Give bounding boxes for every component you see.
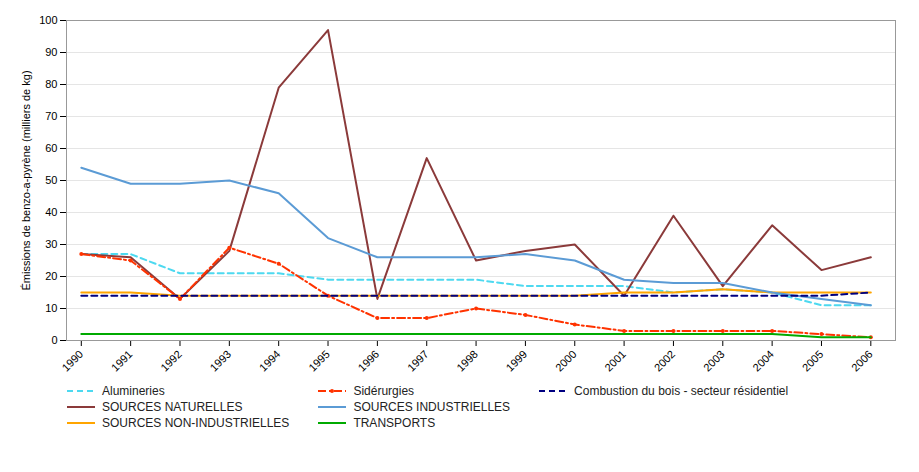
svg-text:2000: 2000 [553,348,579,374]
svg-text:1997: 1997 [405,348,431,374]
svg-text:70: 70 [45,110,57,122]
svg-text:80: 80 [45,78,57,90]
html-text:SOURCES INDUSTRIELLES: SOURCES INDUSTRIELLES [353,400,511,414]
svg-text:2006: 2006 [849,348,875,374]
svg-text:1998: 1998 [454,348,480,374]
svg-text:Émissions de benzo-a-pyrène (m: Émissions de benzo-a-pyrène (milliers de… [20,70,32,290]
svg-text:1996: 1996 [355,348,381,374]
html-text:Sidérurgies: Sidérurgies [353,384,415,398]
svg-text:1995: 1995 [306,348,332,374]
svg-text:60: 60 [45,142,57,154]
svg-text:30: 30 [45,238,57,250]
svg-text:1999: 1999 [504,348,530,374]
svg-text:100: 100 [39,14,57,26]
svg-text:1992: 1992 [158,348,184,374]
svg-text:1990: 1990 [59,348,85,374]
svg-text:0: 0 [51,334,57,346]
html-text:Combustion du bois - secteur r: Combustion du bois - secteur résidentiel [574,384,789,398]
svg-text:10: 10 [45,302,57,314]
svg-text:2005: 2005 [800,348,826,374]
svg-text:40: 40 [45,206,57,218]
svg-text:90: 90 [45,46,57,58]
svg-text:2001: 2001 [602,348,628,374]
svg-text:2004: 2004 [750,348,776,374]
html-text:SOURCES NON-INDUSTRIELLES: SOURCES NON-INDUSTRIELLES [102,416,290,430]
html-text:Alumineries: Alumineries [102,384,165,398]
svg-text:2003: 2003 [701,348,727,374]
svg-text:1994: 1994 [257,348,283,374]
html-text:TRANSPORTS: TRANSPORTS [353,416,436,430]
svg-text:2002: 2002 [652,348,678,374]
svg-text:50: 50 [45,174,57,186]
html-text:SOURCES NATURELLES: SOURCES NATURELLES [102,400,243,414]
svg-text:1991: 1991 [109,348,135,374]
svg-text:1993: 1993 [207,348,233,374]
svg-text:20: 20 [45,270,57,282]
